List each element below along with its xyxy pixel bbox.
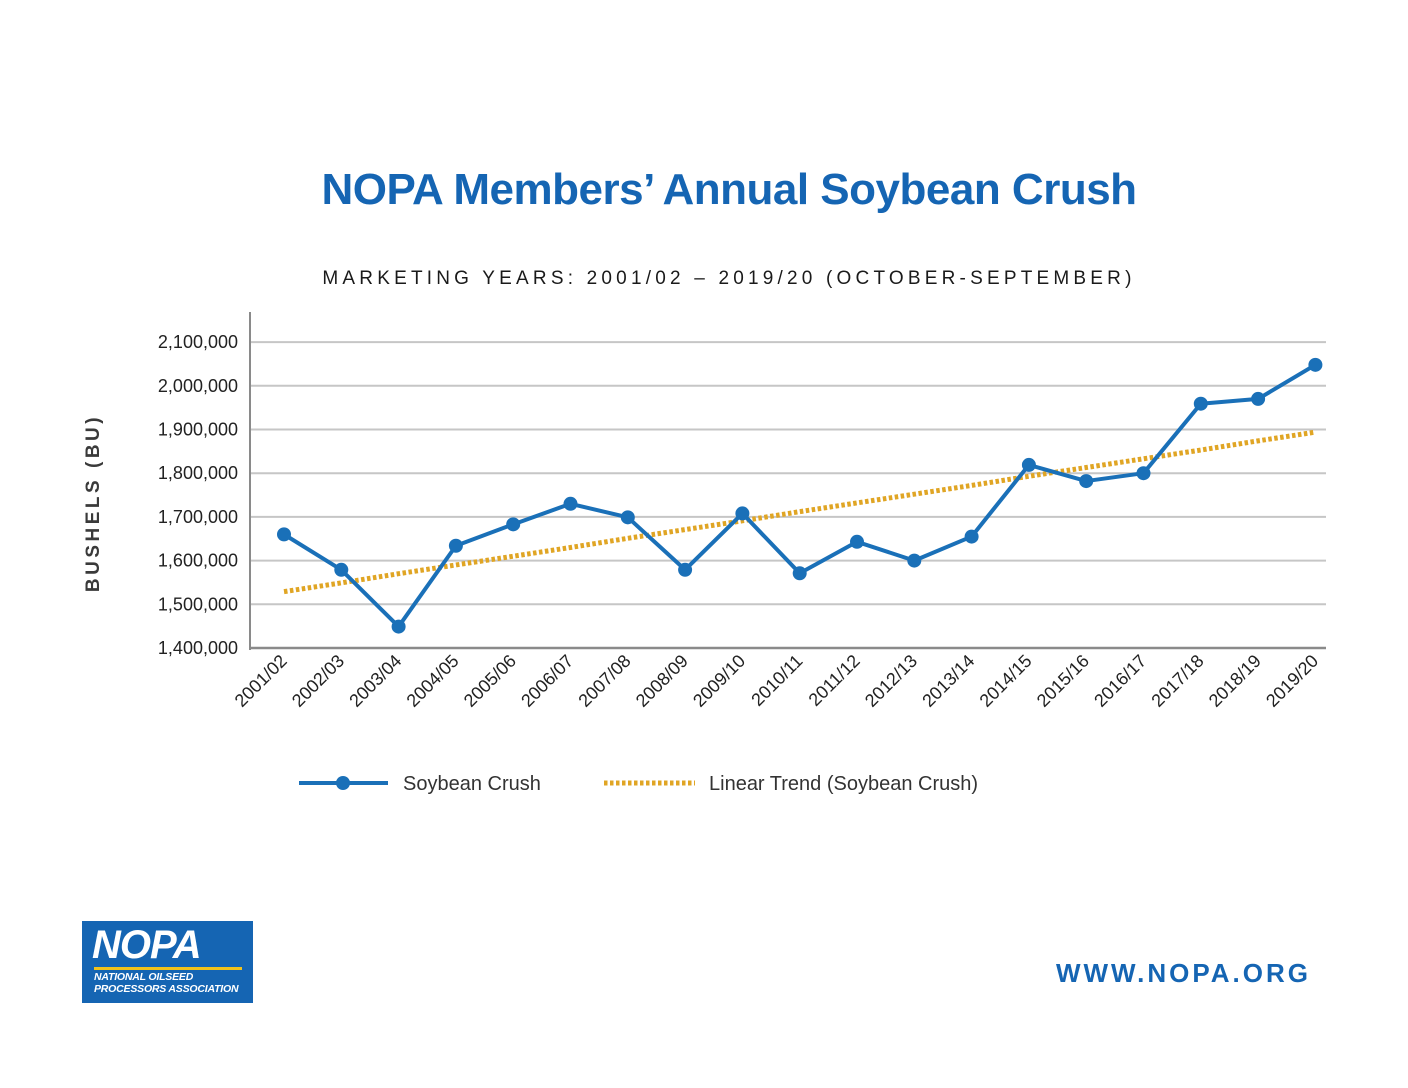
x-tick-label: 2013/14	[918, 651, 978, 711]
gridlines	[250, 341, 1326, 606]
y-tick-label: 1,600,000	[158, 551, 238, 571]
data-point-soybean-crush	[1136, 466, 1151, 481]
website-url[interactable]: WWW.NOPA.ORG	[1055, 958, 1311, 988]
x-tick-label: 2015/16	[1033, 651, 1093, 711]
chart-title: NOPA Members’ Annual Soybean Crush	[321, 165, 1137, 214]
axes	[249, 312, 1326, 650]
data-point-soybean-crush	[850, 534, 864, 549]
data-point-soybean-crush	[620, 510, 635, 525]
logo-underline	[94, 967, 242, 970]
nopa-logo: NOPA NATIONAL OILSEED PROCESSORS ASSOCIA…	[82, 921, 253, 1003]
data-point-soybean-crush	[277, 527, 291, 542]
y-tick-label: 1,800,000	[158, 463, 238, 483]
logo-subtitle: NATIONAL OILSEED PROCESSORS ASSOCIATION	[94, 971, 239, 995]
x-tick-label: 2014/15	[976, 651, 1036, 711]
x-tick-labels: 2001/022002/032003/042004/052005/062006/…	[231, 651, 1323, 711]
series	[277, 357, 1323, 634]
y-axis-label: BUSHELS (BU)	[83, 414, 104, 592]
x-tick-label: 2016/17	[1090, 651, 1150, 711]
data-point-soybean-crush	[563, 496, 578, 511]
data-point-soybean-crush	[907, 553, 922, 568]
x-tick-label: 2017/18	[1147, 651, 1207, 711]
data-point-soybean-crush	[678, 562, 693, 577]
data-point-soybean-crush	[792, 566, 807, 581]
series-line-soybean-crush	[282, 363, 1317, 629]
legend-label-linear-trend: Linear Trend (Soybean Crush)	[709, 773, 978, 795]
y-tick-label: 2,000,000	[158, 376, 238, 396]
y-tick-label: 1,700,000	[158, 507, 238, 527]
x-tick-label: 2012/13	[861, 651, 921, 711]
x-tick-label: 2004/05	[403, 651, 463, 711]
data-point-soybean-crush	[735, 506, 750, 521]
logo-wordmark: NOPA	[92, 923, 202, 967]
legend-marker-soybean-crush	[336, 776, 350, 790]
data-point-soybean-crush	[1021, 457, 1036, 472]
x-tick-label: 2002/03	[288, 651, 348, 711]
data-point-soybean-crush	[964, 529, 979, 544]
x-tick-label: 2003/04	[345, 651, 405, 711]
x-tick-label: 2010/11	[747, 651, 806, 710]
data-point-soybean-crush	[448, 538, 463, 553]
x-tick-label: 2001/02	[231, 651, 291, 711]
y-tick-labels: 1,400,000 1,500,000 1,600,000 1,700,000 1,80…	[158, 332, 238, 658]
data-point-soybean-crush	[1308, 357, 1323, 372]
x-tick-label: 2009/10	[689, 651, 749, 711]
data-point-soybean-crush	[506, 517, 521, 532]
x-tick-label: 2011/12	[805, 651, 864, 710]
x-tick-label: 2018/19	[1205, 651, 1265, 711]
x-tick-label: 2019/20	[1262, 651, 1322, 711]
y-tick-label: 1,400,000	[158, 638, 238, 658]
data-point-soybean-crush	[1193, 396, 1208, 411]
x-tick-label: 2007/08	[574, 651, 634, 711]
chart-subtitle: MARKETING YEARS: 2001/02 – 2019/20 (OCTO…	[322, 268, 1136, 289]
legend-label-soybean-crush: Soybean Crush	[403, 773, 541, 795]
data-point-soybean-crush	[391, 619, 406, 634]
y-tick-label: 1,500,000	[158, 594, 238, 614]
data-point-soybean-crush	[1251, 391, 1266, 406]
y-tick-label: 1,900,000	[158, 420, 238, 440]
x-tick-label: 2005/06	[460, 651, 520, 711]
data-point-soybean-crush	[1079, 474, 1094, 489]
legend: Soybean Crush Linear Trend (Soybean Crus…	[299, 773, 978, 795]
x-tick-label: 2006/07	[517, 651, 577, 711]
x-tick-label: 2008/09	[632, 651, 692, 711]
y-tick-label: 2,100,000	[158, 332, 238, 352]
data-point-soybean-crush	[334, 562, 349, 577]
